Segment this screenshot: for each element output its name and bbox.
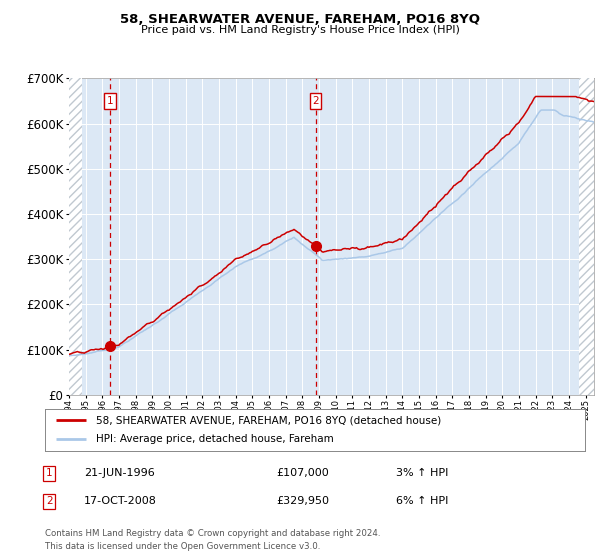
Text: HPI: Average price, detached house, Fareham: HPI: Average price, detached house, Fare… [96, 435, 334, 445]
Text: 17-OCT-2008: 17-OCT-2008 [84, 496, 157, 506]
Text: 2: 2 [312, 96, 319, 106]
Text: 1: 1 [107, 96, 113, 106]
Bar [578, 78, 594, 395]
Text: £329,950: £329,950 [276, 496, 329, 506]
Text: Contains HM Land Registry data © Crown copyright and database right 2024.: Contains HM Land Registry data © Crown c… [45, 529, 380, 538]
Bar [69, 78, 82, 395]
Text: 1: 1 [46, 468, 53, 478]
Text: 58, SHEARWATER AVENUE, FAREHAM, PO16 8YQ (detached house): 58, SHEARWATER AVENUE, FAREHAM, PO16 8YQ… [96, 415, 442, 425]
Text: This data is licensed under the Open Government Licence v3.0.: This data is licensed under the Open Gov… [45, 542, 320, 550]
Text: 21-JUN-1996: 21-JUN-1996 [84, 468, 155, 478]
Text: 6% ↑ HPI: 6% ↑ HPI [396, 496, 448, 506]
Text: 3% ↑ HPI: 3% ↑ HPI [396, 468, 448, 478]
Text: £107,000: £107,000 [276, 468, 329, 478]
Text: 58, SHEARWATER AVENUE, FAREHAM, PO16 8YQ: 58, SHEARWATER AVENUE, FAREHAM, PO16 8YQ [120, 13, 480, 26]
Text: Price paid vs. HM Land Registry's House Price Index (HPI): Price paid vs. HM Land Registry's House … [140, 25, 460, 35]
Text: 2: 2 [46, 496, 53, 506]
